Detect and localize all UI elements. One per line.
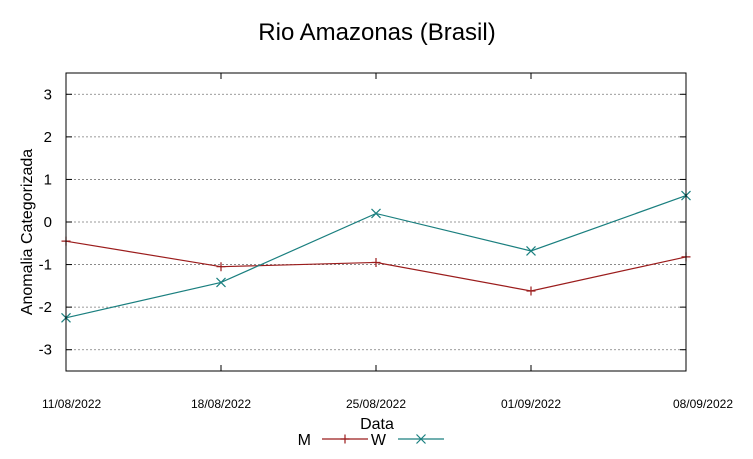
data-point-w xyxy=(371,208,381,219)
y-tick-label: -3 xyxy=(39,342,52,359)
y-tick-label: -2 xyxy=(39,299,52,316)
legend-marker-w xyxy=(416,434,426,444)
x-axis-label: Data xyxy=(360,416,394,433)
data-point-m xyxy=(526,286,536,296)
legend-label-m: M xyxy=(298,432,311,449)
x-axis-ticks: 11/08/2022 18/08/2022 25/08/2022 01/09/2022… xyxy=(42,73,733,411)
data-point-m xyxy=(371,257,381,267)
x-tick-label: 08/09/2022 xyxy=(673,397,733,411)
y-axis-label: Anomalia Categorizada xyxy=(19,149,36,315)
y-axis-ticks: 3 2 1 0 -1 -2 -3 xyxy=(39,86,686,359)
chart-title: Rio Amazonas (Brasil) xyxy=(258,19,495,46)
y-tick-label: -1 xyxy=(39,257,52,274)
data-point-m xyxy=(216,262,226,272)
grid-lines xyxy=(66,93,686,351)
y-tick-label: 0 xyxy=(44,214,52,231)
y-tick-label: 1 xyxy=(44,171,52,188)
x-tick-label: 25/08/2022 xyxy=(346,397,406,411)
data-point-w xyxy=(216,277,226,288)
x-tick-label: 18/08/2022 xyxy=(191,397,251,411)
legend-marker-m xyxy=(340,434,350,444)
x-tick-label: 11/08/2022 xyxy=(42,397,101,411)
x-tick-label: 01/09/2022 xyxy=(501,397,561,411)
data-point-w xyxy=(526,246,536,256)
plot-frame xyxy=(65,72,687,372)
y-tick-label: 3 xyxy=(44,86,52,103)
y-tick-label: 2 xyxy=(44,129,52,146)
legend-label-w: W xyxy=(371,432,387,449)
series-lines xyxy=(61,190,691,323)
